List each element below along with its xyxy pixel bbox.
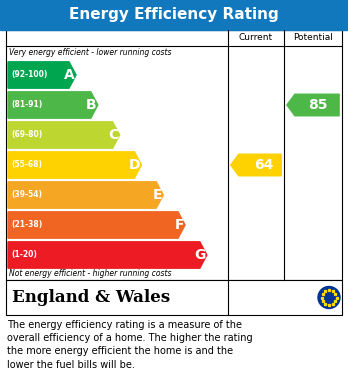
Text: (39-54): (39-54)	[11, 190, 42, 199]
Text: (21-38): (21-38)	[11, 221, 42, 230]
Text: C: C	[108, 128, 119, 142]
Polygon shape	[8, 212, 185, 238]
Text: F: F	[175, 218, 184, 232]
Text: Current: Current	[239, 34, 273, 43]
Text: (92-100): (92-100)	[11, 70, 47, 79]
Polygon shape	[8, 122, 120, 148]
Text: (55-68): (55-68)	[11, 160, 42, 170]
Polygon shape	[8, 62, 76, 88]
Text: (81-91): (81-91)	[11, 100, 42, 109]
Text: Potential: Potential	[293, 34, 333, 43]
Text: Not energy efficient - higher running costs: Not energy efficient - higher running co…	[9, 269, 172, 278]
Bar	[6, 30, 342, 280]
Text: The energy efficiency rating is a measure of the
overall efficiency of a home. T: The energy efficiency rating is a measur…	[7, 320, 253, 369]
Text: A: A	[64, 68, 75, 82]
Text: G: G	[195, 248, 206, 262]
Text: Very energy efficient - lower running costs: Very energy efficient - lower running co…	[9, 48, 172, 57]
Polygon shape	[231, 154, 281, 176]
Text: (1-20): (1-20)	[11, 251, 37, 260]
Circle shape	[318, 287, 340, 308]
Text: (69-80): (69-80)	[11, 131, 42, 140]
Polygon shape	[8, 152, 141, 178]
Text: 85: 85	[308, 98, 328, 112]
Text: England & Wales: England & Wales	[12, 289, 170, 306]
Text: B: B	[86, 98, 97, 112]
Text: D: D	[129, 158, 141, 172]
Bar	[6, 280, 342, 315]
Polygon shape	[287, 94, 339, 116]
Text: E: E	[153, 188, 162, 202]
Text: 64: 64	[254, 158, 273, 172]
Bar	[0, 0, 348, 30]
Polygon shape	[8, 242, 207, 268]
Polygon shape	[8, 182, 163, 208]
Polygon shape	[8, 92, 98, 118]
Text: Energy Efficiency Rating: Energy Efficiency Rating	[69, 7, 279, 23]
